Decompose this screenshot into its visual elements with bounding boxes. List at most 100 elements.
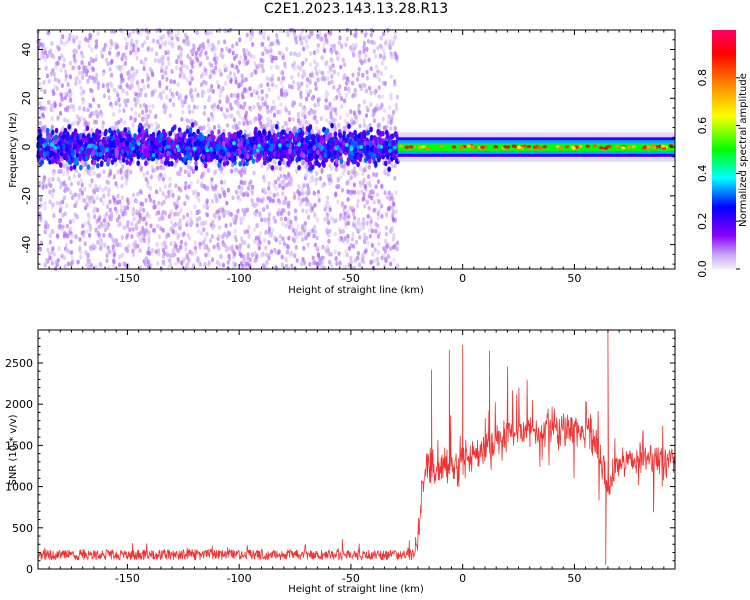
heatmap-cell	[307, 120, 311, 126]
heatmap-cell	[328, 259, 332, 265]
heatmap-cell	[151, 72, 155, 78]
heatmap-cell	[39, 42, 43, 47]
heatmap-cell	[69, 104, 73, 109]
heatmap-cell	[264, 98, 268, 103]
heatmap-cell	[327, 238, 331, 244]
heatmap-cell	[119, 79, 123, 85]
heatmap-cell	[78, 155, 82, 162]
heatmap-cell	[109, 81, 113, 86]
heatmap-cell	[120, 203, 124, 209]
heatmap-cell	[349, 109, 353, 114]
heatmap-cell	[195, 222, 199, 228]
heatmap-cell	[338, 84, 342, 89]
heatmap-cell	[356, 251, 360, 256]
heatmap-cell	[108, 207, 112, 213]
heatmap-cell	[249, 107, 253, 113]
heatmap-cell	[227, 113, 231, 119]
heatmap-cell	[375, 172, 379, 178]
heatmap-cell	[152, 228, 156, 233]
heatmap-cell	[96, 162, 100, 169]
heatmap-cell	[131, 47, 136, 53]
heatmap-cell	[257, 113, 261, 118]
heatmap-cell	[278, 166, 282, 172]
heatmap-cell	[77, 65, 81, 71]
heatmap-cell	[359, 183, 363, 189]
heatmap-cell	[157, 210, 161, 216]
heatmap-cell	[267, 217, 271, 222]
heatmap-cell	[346, 209, 350, 215]
heatmap-cell	[296, 189, 300, 194]
heatmap-cell	[367, 205, 371, 211]
heatmap-cell	[382, 108, 386, 113]
heatmap-cell	[68, 60, 73, 66]
heatmap-cell	[138, 248, 142, 253]
heatmap-cell	[355, 171, 359, 176]
heatmap-cell	[68, 74, 73, 80]
heatmap-cell	[381, 94, 385, 99]
heatmap-cell	[63, 41, 67, 47]
heatmap-cell	[87, 264, 91, 269]
heatmap-cell	[307, 214, 311, 220]
heatmap-cell	[361, 252, 365, 258]
heatmap-cell	[73, 58, 78, 64]
heatmap-cell	[99, 161, 104, 168]
heatmap-cell	[54, 127, 59, 134]
heatmap-cell	[43, 262, 47, 268]
heatmap-cell	[267, 186, 271, 191]
heatmap-cell	[352, 219, 356, 225]
heatmap-cell	[117, 120, 121, 125]
heatmap-cell	[377, 122, 381, 128]
heatmap-cell	[217, 233, 221, 239]
heatmap-cell	[65, 203, 69, 209]
heatmap-cell	[59, 93, 64, 98]
heatmap-cell	[210, 177, 214, 183]
heatmap-cell	[172, 102, 176, 107]
heatmap-cell	[281, 125, 285, 130]
heatmap-cell	[333, 249, 337, 255]
heatmap-cell	[171, 43, 175, 49]
heatmap-cell	[285, 46, 289, 52]
heatmap-cell	[389, 74, 393, 79]
heatmap-cell	[381, 60, 385, 66]
heatmap-cell	[136, 47, 140, 52]
heatmap-cell	[281, 75, 286, 81]
heatmap-cell	[368, 233, 372, 239]
heatmap-cell	[250, 72, 254, 78]
heatmap-cell	[291, 117, 295, 122]
heatmap-cell	[43, 50, 48, 56]
heatmap-cell	[184, 247, 188, 252]
heatmap-cell	[110, 59, 114, 64]
heatmap-cell	[339, 104, 344, 109]
heatmap-cell	[293, 127, 297, 133]
heatmap-cell	[150, 47, 154, 52]
heatmap-cell	[351, 43, 355, 49]
heatmap-cell	[121, 88, 125, 94]
heatmap-cell	[88, 233, 92, 238]
heatmap-cell	[47, 134, 51, 140]
heatmap-cell	[124, 180, 128, 186]
heatmap-cell	[352, 120, 356, 125]
heatmap-cell	[243, 129, 247, 135]
heatmap-cell	[254, 70, 258, 75]
heatmap-cell	[146, 47, 150, 52]
heatmap-cell	[363, 122, 367, 128]
heatmap-cell	[134, 199, 139, 204]
heatmap-cell	[345, 36, 349, 42]
heatmap-cell	[91, 75, 95, 81]
heatmap-cell	[204, 80, 208, 86]
heatmap-cell	[126, 200, 130, 206]
heatmap-cell	[115, 209, 119, 215]
heatmap-cell	[301, 161, 305, 166]
heatmap-cell	[296, 64, 300, 70]
heatmap-cell	[130, 38, 134, 44]
heatmap-cell	[303, 114, 307, 120]
heatmap-cell	[221, 262, 226, 268]
heatmap-cell	[194, 121, 198, 127]
heatmap-cell	[127, 75, 131, 81]
heatmap-cell	[43, 89, 47, 94]
heatmap-cell	[250, 198, 254, 204]
heatmap-cell	[274, 123, 279, 130]
heatmap-cell	[323, 33, 328, 39]
heatmap-cell	[243, 52, 247, 57]
heatmap-cell	[365, 220, 369, 226]
